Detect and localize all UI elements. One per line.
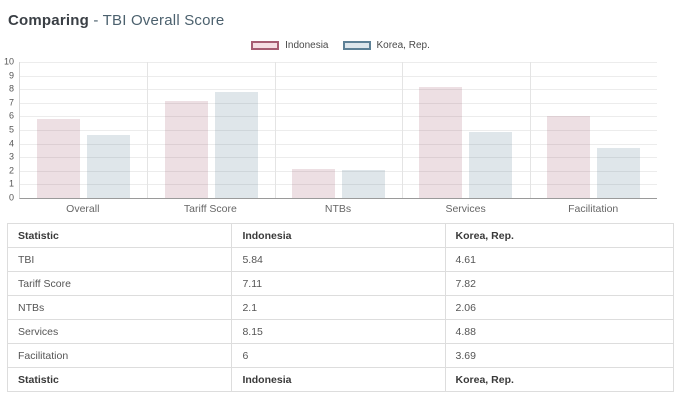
y-axis-tick-label: 5	[8, 124, 14, 135]
bar[interactable]	[87, 135, 131, 198]
table-cell: 2.1	[231, 295, 446, 320]
legend-item-indonesia[interactable]: Indonesia	[251, 39, 329, 51]
table-cell: 7.11	[231, 271, 446, 296]
y-axis-tick-label: 4	[8, 138, 14, 149]
y-axis-tick-label: 1	[8, 178, 14, 189]
indonesia-swatch-icon	[251, 40, 280, 50]
table-header-cell: Indonesia	[231, 223, 446, 248]
korea-swatch-icon	[342, 40, 371, 50]
bar[interactable]	[596, 147, 640, 198]
table-header: Statistic Indonesia Korea, Rep.	[6, 223, 675, 248]
gridline	[20, 102, 657, 104]
bar-group	[275, 62, 402, 198]
x-axis-label: NTBs	[324, 203, 352, 215]
gridline	[20, 157, 657, 159]
y-axis-tick-label: 3	[8, 151, 14, 162]
category-separator	[274, 62, 276, 198]
legend-item-korea[interactable]: Korea, Rep.	[342, 39, 430, 51]
table-cell: 7.82	[444, 271, 675, 296]
gridline	[20, 62, 657, 63]
y-axis-tick-label: 7	[8, 97, 14, 108]
table-footer-row: Statistic Indonesia Korea, Rep.	[6, 367, 675, 392]
bar-chart: 0 1 2 3 4 5 6 7 8 9 10	[4, 57, 657, 202]
table-cell: Tariff Score	[6, 271, 233, 296]
table-cell: 8.15	[231, 319, 446, 344]
table-cell: NTBs	[6, 295, 233, 320]
statistics-table: Statistic Indonesia Korea, Rep. TBI 5.84 4.6…	[6, 223, 675, 392]
table-footer: Statistic Indonesia Korea, Rep.	[6, 367, 675, 392]
x-axis-label: Facilitation	[568, 203, 619, 215]
table-footer-cell: Statistic	[6, 367, 233, 392]
legend-label: Korea, Rep.	[376, 39, 430, 51]
table-row: Services 8.15 4.88	[6, 319, 675, 344]
category-separator	[147, 62, 149, 198]
legend-label: Indonesia	[285, 39, 329, 51]
gridline	[20, 170, 657, 172]
bar-groups	[20, 62, 657, 198]
bar[interactable]	[342, 169, 386, 198]
table-cell: TBI	[6, 247, 233, 272]
bar[interactable]	[469, 131, 513, 198]
table-footer-cell: Korea, Rep.	[444, 367, 675, 392]
y-axis-tick-label: 0	[8, 192, 14, 203]
bar[interactable]	[419, 87, 463, 198]
table-cell: Services	[6, 319, 233, 344]
y-axis-tick-label: 8	[8, 83, 14, 94]
y-axis-tick-label: 9	[8, 70, 14, 81]
table-cell: 3.69	[444, 343, 675, 368]
table-row: TBI 5.84 4.61	[6, 247, 675, 272]
gridline	[20, 116, 657, 118]
gridline	[20, 184, 657, 186]
bar-group	[20, 62, 147, 198]
table-cell: 5.84	[231, 247, 446, 272]
bar-plot: 0 1 2 3 4 5 6 7 8 9 10	[4, 57, 657, 202]
x-axis-labels: Overall Tariff Score NTBs Services Facilitat…	[19, 203, 657, 215]
bar-group	[530, 62, 657, 198]
table-row: Facilitation 6 3.69	[6, 343, 675, 368]
page-title-suffix: - TBI Overall Score	[93, 12, 225, 29]
gridline	[20, 143, 657, 145]
table-cell: 6	[231, 343, 446, 368]
category-separator	[529, 62, 531, 198]
table-cell: 4.61	[444, 247, 675, 272]
bar-group	[402, 62, 529, 198]
gridline	[20, 130, 657, 131]
table-row: Tariff Score 7.11 7.82	[6, 271, 675, 296]
gridline	[20, 89, 657, 91]
x-axis-label: Tariff Score	[183, 203, 237, 215]
x-axis-label: Overall	[66, 203, 100, 215]
chart-legend: Indonesia Korea, Rep.	[0, 38, 681, 52]
gridline	[20, 75, 657, 77]
table-body: TBI 5.84 4.61 Tariff Score 7.11 7.82 NTBs 2.1 2.…	[6, 247, 675, 368]
bar[interactable]	[546, 116, 590, 198]
table-header-cell: Statistic	[6, 223, 233, 248]
y-axis-tick-label: 2	[8, 165, 14, 176]
table-header-row: Statistic Indonesia Korea, Rep.	[6, 223, 675, 248]
bar[interactable]	[37, 118, 81, 198]
bar[interactable]	[292, 169, 336, 198]
page-title: Comparing - TBI Overall Score	[0, 0, 681, 29]
bar[interactable]	[164, 101, 208, 198]
y-axis-tick-label: 10	[3, 56, 14, 67]
x-axis-label: Services	[445, 203, 486, 215]
table-row: NTBs 2.1 2.06	[6, 295, 675, 320]
page-title-prefix: Comparing	[8, 12, 89, 29]
category-separator	[402, 62, 404, 198]
table-header-cell: Korea, Rep.	[444, 223, 675, 248]
bar-group	[147, 62, 274, 198]
table-cell: Facilitation	[6, 343, 233, 368]
table-cell: 2.06	[444, 295, 675, 320]
bar[interactable]	[214, 91, 258, 198]
y-axis-tick-label: 6	[8, 110, 14, 121]
table-cell: 4.88	[444, 319, 675, 344]
table-footer-cell: Indonesia	[231, 367, 446, 392]
